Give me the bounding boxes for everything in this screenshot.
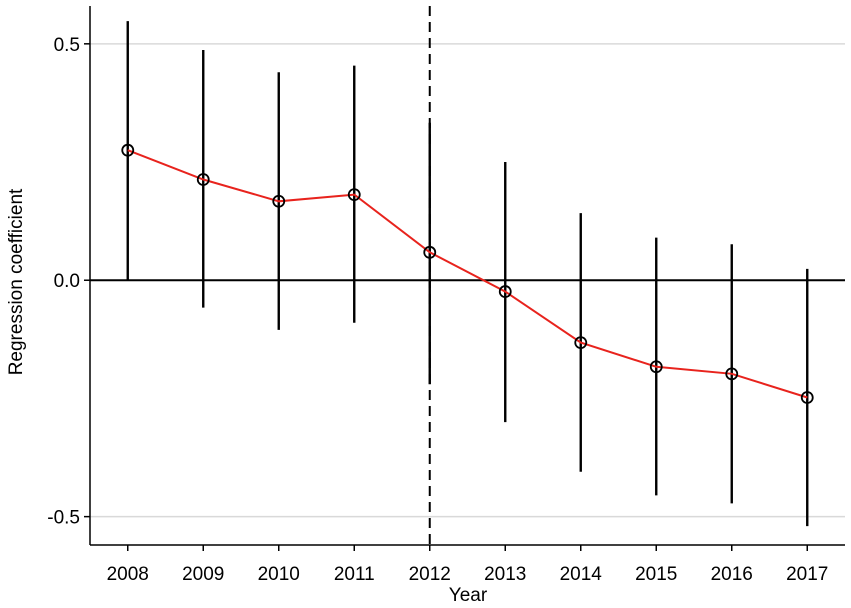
- data-point: [272, 194, 286, 208]
- x-tick-label: 2012: [409, 564, 451, 585]
- y-tick-label: 0.0: [54, 271, 80, 292]
- data-point: [574, 336, 588, 350]
- error-bars: [126, 21, 809, 527]
- data-point: [649, 360, 663, 374]
- x-tick-label: 2016: [711, 564, 753, 585]
- x-axis-title: Year: [449, 585, 488, 606]
- x-tick-label: 2011: [334, 564, 375, 585]
- point-markers: [121, 143, 814, 404]
- data-point: [121, 143, 135, 157]
- data-point: [196, 173, 210, 186]
- data-point: [498, 285, 512, 298]
- data-point: [725, 367, 739, 381]
- x-tick-label: 2015: [635, 564, 677, 585]
- x-tick-label: 2013: [484, 564, 526, 585]
- series-line: [127, 149, 808, 399]
- series-line-layer: [127, 149, 808, 399]
- y-tick-label: 0.5: [54, 35, 80, 56]
- x-tick-label: 2017: [786, 564, 828, 585]
- x-tick-label: 2010: [258, 564, 300, 585]
- x-tick-label: 2009: [182, 564, 224, 585]
- reference-lines: [90, 6, 845, 545]
- data-point: [800, 391, 814, 404]
- grid-lines: [90, 43, 845, 518]
- axes: [84, 6, 845, 551]
- x-tick-label: 2008: [107, 564, 149, 585]
- data-point: [347, 188, 361, 202]
- data-point: [423, 245, 437, 259]
- y-tick-labels: 0.5 0.0 -0.5: [47, 35, 80, 529]
- y-tick-label: -0.5: [47, 508, 80, 529]
- x-tick-label: 2014: [560, 564, 603, 585]
- x-tick-labels: 2008 2009 2010 2011 2012 2013 2014 2015 2016 2017: [107, 564, 829, 585]
- y-axis-title: Regression coefficient: [6, 188, 27, 375]
